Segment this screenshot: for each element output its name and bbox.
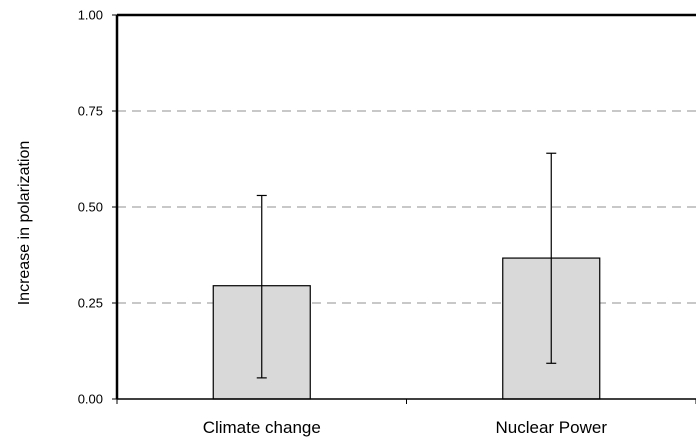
y-axis-title: Increase in polarization (16, 141, 33, 306)
x-category-label: Nuclear Power (496, 418, 608, 437)
axes (112, 13, 696, 404)
x-category-labels: Climate change Nuclear Power (203, 418, 608, 437)
y-tick-labels: 0.00 0.25 0.50 0.75 1.00 (78, 8, 103, 407)
y-tick-label: 0.75 (78, 104, 103, 119)
y-tick-label: 0.50 (78, 200, 103, 215)
error-bars (256, 152, 557, 379)
y-tick-label: 0.25 (78, 296, 103, 311)
x-category-label: Climate change (203, 418, 321, 437)
gridlines (117, 110, 696, 304)
y-tick-label: 0.00 (78, 392, 103, 407)
bars (212, 257, 601, 400)
y-tick-label: 1.00 (78, 8, 103, 23)
